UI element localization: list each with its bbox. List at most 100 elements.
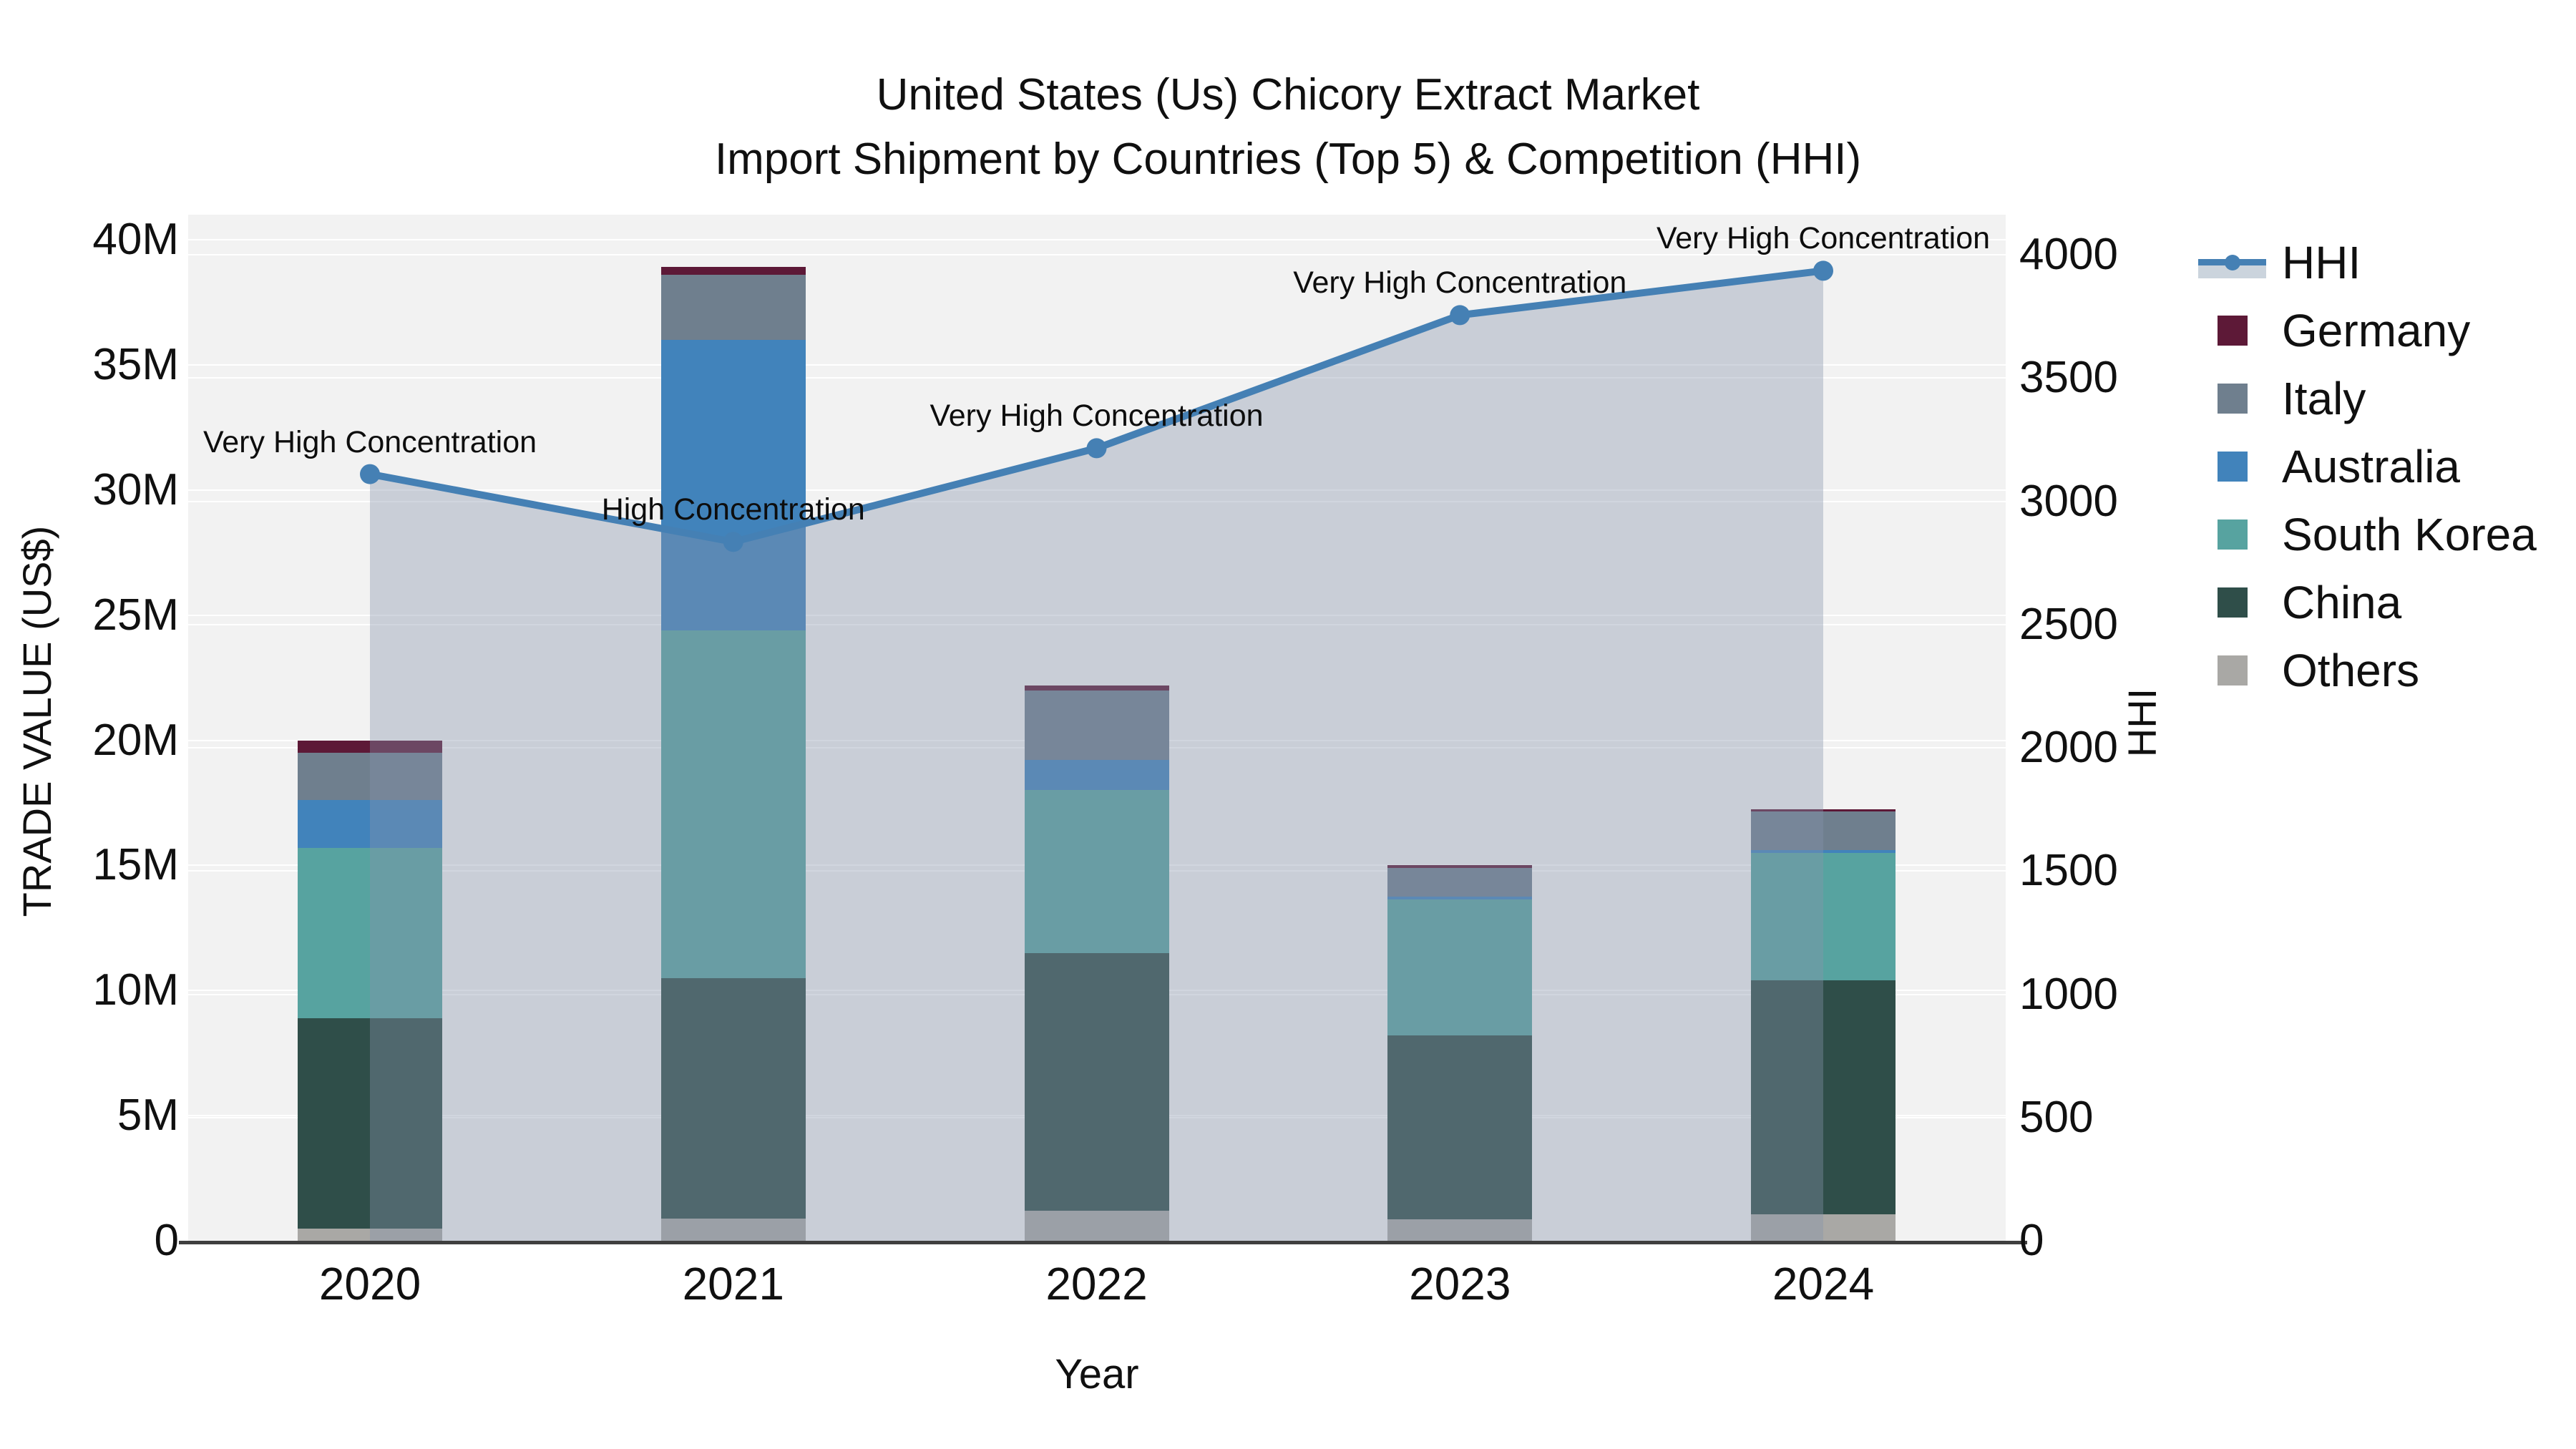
y-left-tick-label: 40M xyxy=(92,215,179,264)
legend-swatch-hhi-line-icon xyxy=(2198,228,2266,296)
y-axis-title-left: TRADE VALUE (US$) xyxy=(14,525,59,917)
bar-segment-others-2022 xyxy=(1024,1211,1169,1241)
bar-segment-china-2020 xyxy=(298,1018,442,1229)
bar-segment-australia-2020 xyxy=(298,800,442,848)
legend-label: Others xyxy=(2282,644,2420,696)
bar-segment-others-2023 xyxy=(1387,1219,1533,1241)
bar-segment-italy-2024 xyxy=(1751,811,1896,851)
legend-item-italy: Italy xyxy=(2198,364,2537,432)
legend-swatch-australia xyxy=(2198,432,2266,500)
bar-segment-south-korea-2021 xyxy=(660,630,806,978)
bar-segment-china-2022 xyxy=(1024,952,1169,1211)
bar-segment-south-korea-2024 xyxy=(1751,852,1896,981)
y-right-tick-label: 3500 xyxy=(2019,353,2118,403)
bar-segment-south-korea-2020 xyxy=(298,847,442,1018)
x-tick-label-2024: 2024 xyxy=(1772,1258,1875,1309)
legend-label: Italy xyxy=(2282,372,2366,424)
y-left-tick-label: 0 xyxy=(154,1216,179,1265)
bar-segment-germany-2024 xyxy=(1751,809,1896,812)
y-right-tick-label: 2000 xyxy=(2019,723,2118,772)
color-swatch-icon xyxy=(2217,451,2248,482)
y-right-tick-label: 2500 xyxy=(2019,599,2118,649)
legend-item-others: Others xyxy=(2198,636,2537,704)
gridline xyxy=(188,377,2006,379)
annotation-2024: Very High Concentration xyxy=(1656,221,1991,256)
gridline xyxy=(188,623,2006,625)
bar-segment-italy-2023 xyxy=(1387,867,1533,897)
y-right-tick-label: 0 xyxy=(2019,1216,2044,1265)
legend-label: HHI xyxy=(2282,236,2361,288)
annotation-2021: High Concentration xyxy=(601,492,865,527)
y-left-tick-label: 35M xyxy=(92,339,179,389)
chart-title-line2: Import Shipment by Countries (Top 5) & C… xyxy=(714,135,1862,184)
legend-item-australia: Australia xyxy=(2198,432,2537,500)
hhi-area-swatch xyxy=(2198,262,2266,278)
bar-segment-china-2023 xyxy=(1387,1035,1533,1220)
bar-segment-italy-2022 xyxy=(1024,690,1169,761)
x-tick-label-2022: 2022 xyxy=(1045,1258,1148,1309)
x-axis-title: Year xyxy=(1055,1351,1139,1397)
color-swatch-icon xyxy=(2217,315,2248,346)
bar-segment-south-korea-2023 xyxy=(1387,899,1533,1036)
chart-title: United States (Us) Chicory Extract Marke… xyxy=(0,63,2576,192)
annotation-2022: Very High Concentration xyxy=(930,399,1264,434)
chart-title-line1: United States (Us) Chicory Extract Marke… xyxy=(876,70,1700,119)
annotation-2023: Very High Concentration xyxy=(1293,265,1627,301)
y-right-tick-label: 3000 xyxy=(2019,476,2118,526)
gridline xyxy=(188,239,2006,240)
x-tick-label-2021: 2021 xyxy=(682,1258,784,1309)
y-right-tick-label: 4000 xyxy=(2019,230,2118,279)
gridline xyxy=(188,614,2006,616)
legend-label: Australia xyxy=(2282,440,2460,492)
bar-segment-germany-2021 xyxy=(660,267,806,275)
y-left-tick-label: 25M xyxy=(92,590,179,640)
y-left-tick-label: 10M xyxy=(92,965,179,1015)
y-left-tick-label: 15M xyxy=(92,840,179,890)
legend-label: South Korea xyxy=(2282,508,2537,560)
gridline xyxy=(188,489,2006,491)
bar-segment-others-2021 xyxy=(660,1218,806,1241)
legend-label: Germany xyxy=(2282,304,2471,356)
legend-swatch-italy xyxy=(2198,364,2266,432)
color-swatch-icon xyxy=(2217,383,2248,414)
bar-segment-germany-2022 xyxy=(1024,685,1169,691)
bar-segment-china-2021 xyxy=(660,977,806,1219)
y-right-tick-label: 1500 xyxy=(2019,846,2118,896)
legend-item-south-korea: South Korea xyxy=(2198,500,2537,568)
legend-swatch-others xyxy=(2198,636,2266,704)
bar-segment-germany-2020 xyxy=(298,740,442,753)
annotation-2020: Very High Concentration xyxy=(203,424,537,459)
y-axis-title-right: HHI xyxy=(2119,688,2165,758)
bar-segment-south-korea-2022 xyxy=(1024,790,1169,953)
y-left-tick-label: 5M xyxy=(117,1091,179,1141)
color-swatch-icon xyxy=(2217,587,2248,618)
bar-segment-china-2024 xyxy=(1751,980,1896,1215)
bar-segment-australia-2021 xyxy=(660,339,806,630)
legend-swatch-china xyxy=(2198,568,2266,636)
bar-segment-australia-2023 xyxy=(1387,897,1533,899)
legend-item-germany: Germany xyxy=(2198,296,2537,364)
bar-segment-others-2024 xyxy=(1751,1214,1896,1241)
legend-swatch-south-korea xyxy=(2198,500,2266,568)
gridline xyxy=(188,364,2006,366)
bar-segment-australia-2022 xyxy=(1024,760,1169,791)
x-tick-label-2020: 2020 xyxy=(318,1258,421,1309)
y-right-tick-label: 500 xyxy=(2019,1092,2094,1142)
bar-segment-germany-2023 xyxy=(1387,865,1533,868)
color-swatch-icon xyxy=(2217,655,2248,686)
color-swatch-icon xyxy=(2217,519,2248,550)
legend-item-china: China xyxy=(2198,568,2537,636)
legend-item-hhi: HHI xyxy=(2198,228,2537,296)
bar-segment-italy-2020 xyxy=(298,752,442,801)
x-axis-line xyxy=(179,1241,2027,1244)
legend-label: China xyxy=(2282,576,2402,628)
bar-segment-australia-2024 xyxy=(1751,850,1896,853)
bar-segment-italy-2021 xyxy=(660,274,806,340)
bar-segment-others-2020 xyxy=(298,1228,442,1241)
y-right-tick-label: 1000 xyxy=(2019,969,2118,1019)
legend: HHI Germany Italy Australia South Korea China… xyxy=(2198,228,2537,704)
gridline xyxy=(188,254,2006,255)
hhi-marker-swatch xyxy=(2225,254,2240,270)
y-left-tick-label: 20M xyxy=(92,715,179,765)
